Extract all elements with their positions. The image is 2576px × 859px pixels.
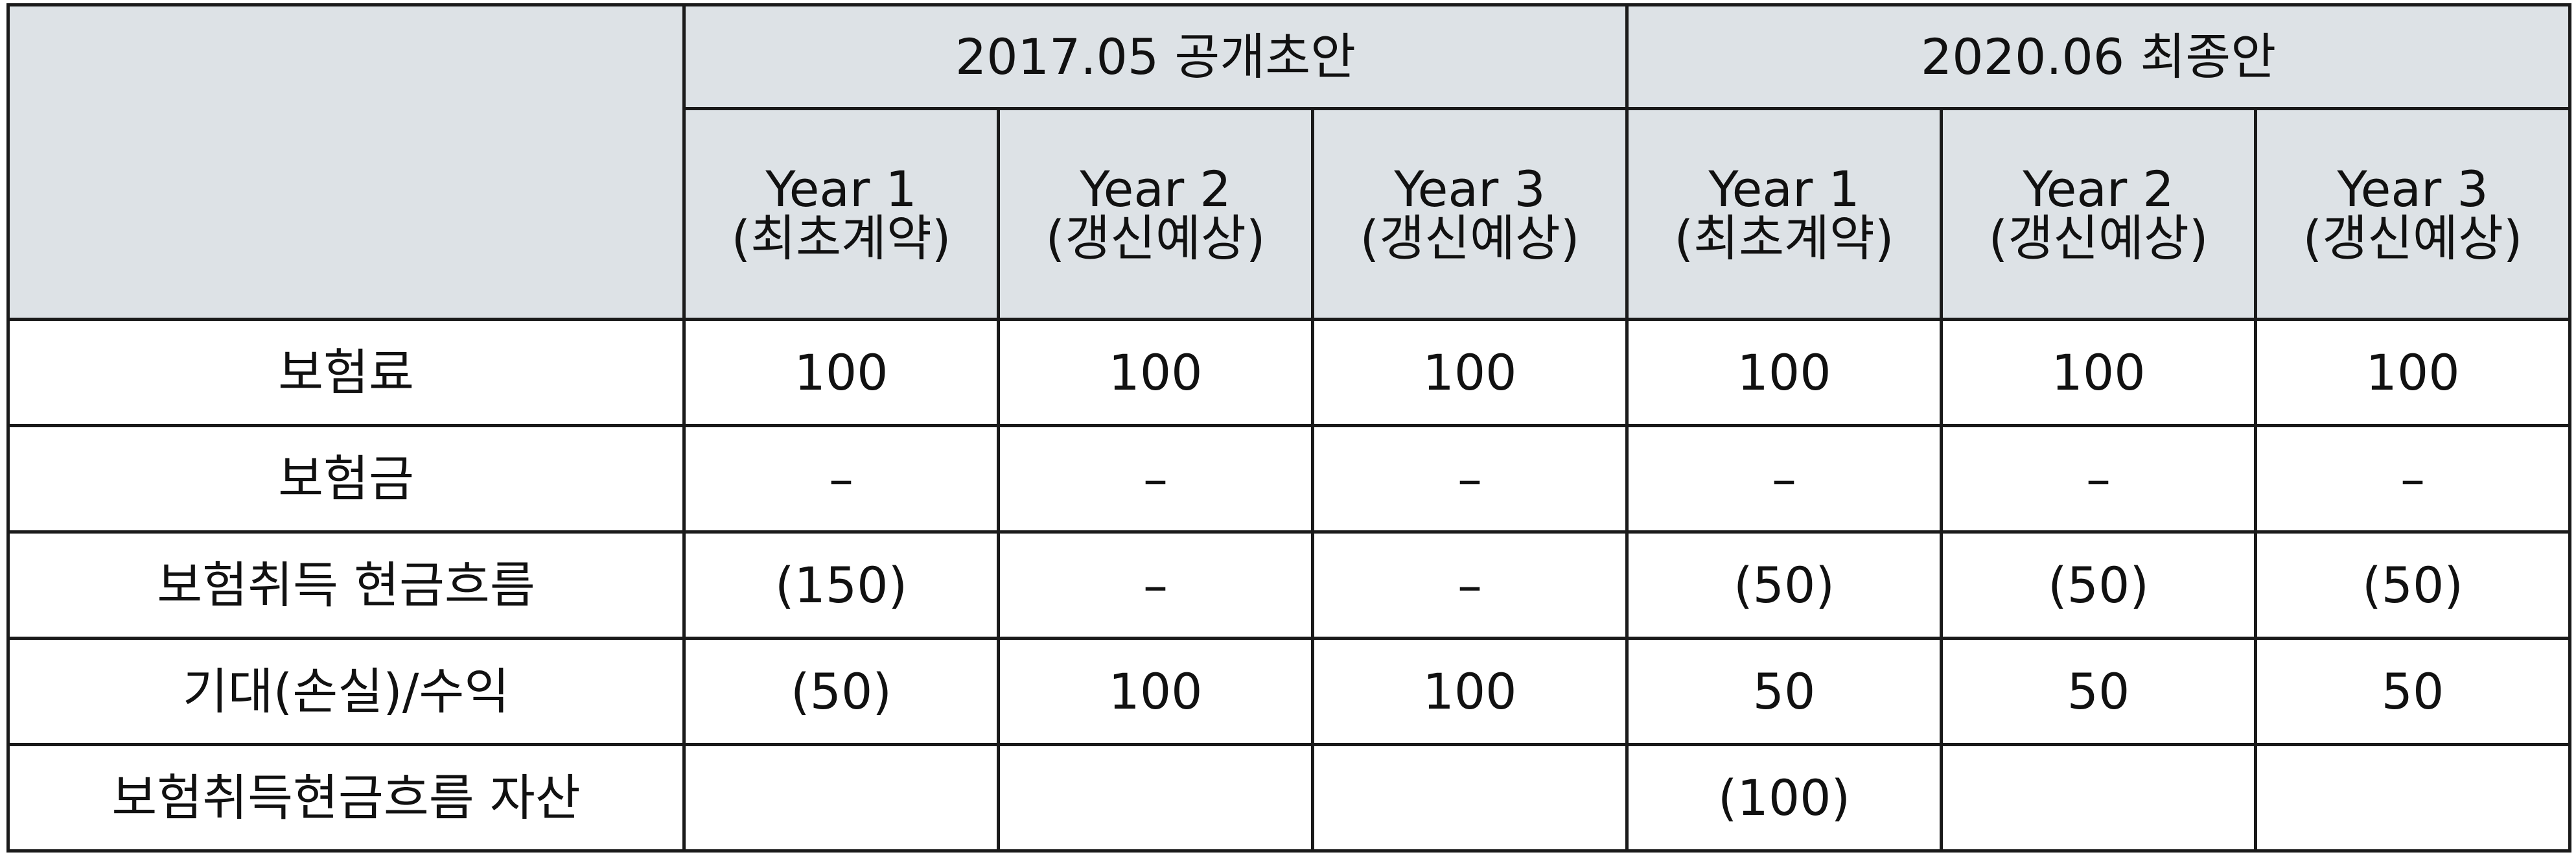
value-cell: 50 (1940, 637, 2258, 746)
year-label: Year 2 (2023, 160, 2174, 218)
year-label: Year 2 (1080, 160, 1231, 218)
value-cell: 100 (682, 318, 1000, 427)
value-cell: (50) (1940, 530, 2258, 640)
row-label: 기대(손실)/수익 (6, 637, 686, 746)
year-label: Year 3 (1394, 160, 1546, 218)
header-year-cell: Year 3 (갱신예상) (1310, 107, 1629, 321)
value-cell: 100 (1310, 637, 1629, 746)
value-cell: (50) (1625, 530, 1944, 640)
value-cell: – (1310, 530, 1629, 640)
value-cell (2254, 743, 2572, 853)
header-year-cell: Year 2 (갱신예상) (997, 107, 1314, 321)
value-cell: 100 (997, 637, 1314, 746)
value-cell: 100 (2254, 318, 2572, 427)
header-year-cell: Year 2 (갱신예상) (1940, 107, 2258, 321)
comparison-table: 2017.05 공개초안 2020.06 최종안 Year 1 (최초계약) Ye… (6, 3, 2572, 853)
header-year-row: Year 1 (최초계약) Year 2 (갱신예상) Year 3 (갱신예상) Y… (8, 107, 2572, 321)
value-cell: 100 (1310, 318, 1629, 427)
header-year-cell: Year 1 (최초계약) (682, 107, 1000, 321)
row-label: 보험료 (6, 318, 686, 427)
value-cell: 50 (2254, 637, 2572, 746)
year-label: Year 1 (1708, 160, 1860, 218)
value-cell (1940, 743, 2258, 853)
year-note: (갱신예상) (1045, 209, 1266, 267)
table-row-premium: 보험료 100 100 100 100 100 100 (6, 318, 2572, 427)
year-note: (갱신예상) (2303, 209, 2523, 267)
year-label: Year 3 (2337, 160, 2489, 218)
value-cell: 50 (1625, 637, 1944, 746)
header-group-2020-final: 2020.06 최종안 (1625, 3, 2572, 110)
year-note: (최초계약) (731, 209, 951, 267)
value-cell: (50) (682, 637, 1000, 746)
value-cell: – (2254, 424, 2572, 534)
table-row-claims: 보험금 – – – – – – (6, 424, 2572, 534)
value-cell: 100 (997, 318, 1314, 427)
value-cell: (150) (682, 530, 1000, 640)
year-note: (최초계약) (1674, 209, 1894, 267)
header-corner-cell (6, 3, 686, 321)
value-cell: – (1625, 424, 1944, 534)
row-label: 보험취득 현금흐름 (6, 530, 686, 640)
header-year-cell: Year 1 (최초계약) (1625, 107, 1944, 321)
value-cell: (50) (2254, 530, 2572, 640)
table-row-acquisition-cash-flows: 보험취득 현금흐름 (150) – – (50) (50) (50) (6, 530, 2572, 640)
value-cell: – (997, 530, 1314, 640)
value-cell: – (1940, 424, 2258, 534)
value-cell: 100 (1940, 318, 2258, 427)
value-cell: (100) (1625, 743, 1944, 853)
year-label: Year 1 (765, 160, 917, 218)
value-cell (997, 743, 1314, 853)
header-group-row: 2017.05 공개초안 2020.06 최종안 (6, 3, 2572, 321)
value-cell: – (997, 424, 1314, 534)
value-cell: 100 (1625, 318, 1944, 427)
year-note: (갱신예상) (1360, 209, 1580, 267)
header-year-cell: Year 3 (갱신예상) (2254, 107, 2572, 321)
table-row-expected-profit-loss: 기대(손실)/수익 (50) 100 100 50 50 50 (6, 637, 2572, 746)
row-label: 보험금 (6, 424, 686, 534)
value-cell (682, 743, 1000, 853)
year-note: (갱신예상) (1988, 209, 2209, 267)
table-row-acquisition-cash-flow-asset: 보험취득현금흐름 자산 (100) (6, 743, 2572, 853)
value-cell: – (1310, 424, 1629, 534)
value-cell: – (682, 424, 1000, 534)
header-group-2017-draft: 2017.05 공개초안 (682, 3, 1629, 110)
value-cell (1310, 743, 1629, 853)
row-label: 보험취득현금흐름 자산 (6, 743, 686, 853)
